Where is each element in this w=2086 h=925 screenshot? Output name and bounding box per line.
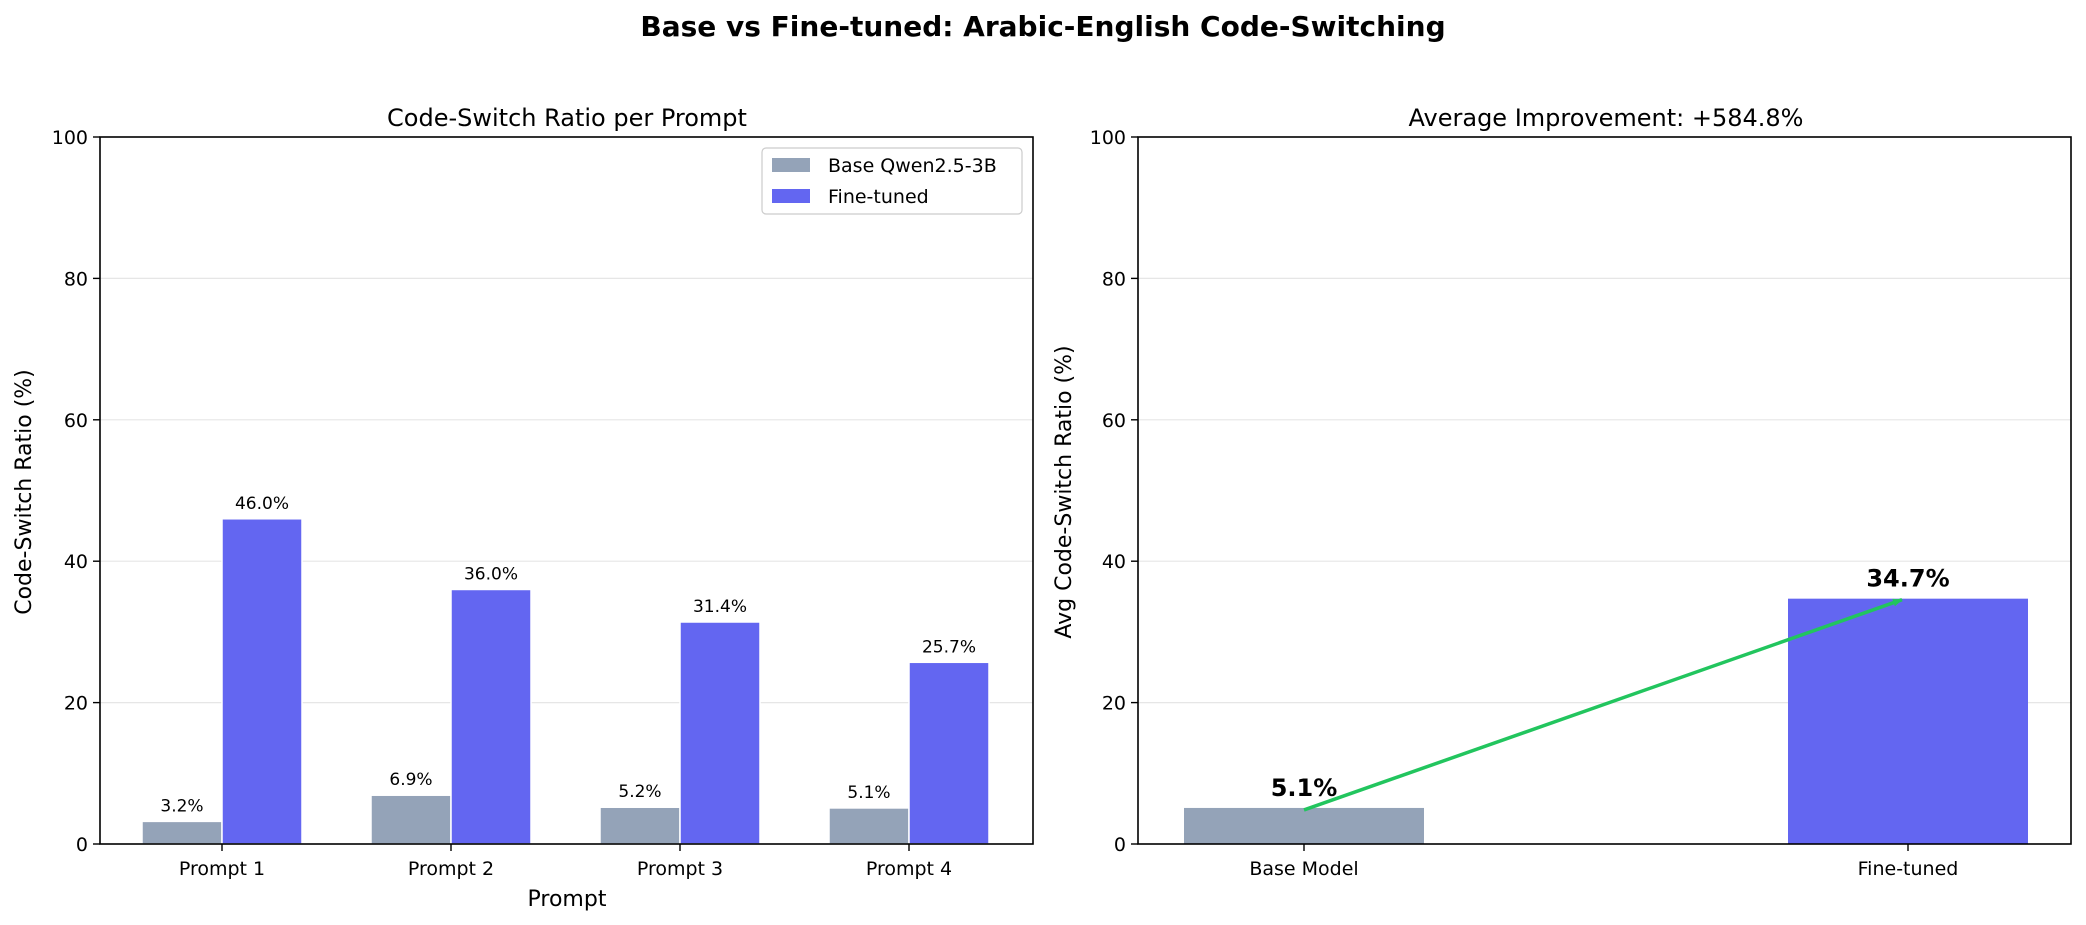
base-bar bbox=[141, 820, 223, 845]
base-bar-value-label: 5.1% bbox=[847, 783, 890, 803]
per-prompt-x-tick-label: Prompt 2 bbox=[408, 858, 494, 880]
average-y-tick-label: 20 bbox=[1102, 693, 1126, 715]
fine-tuned-average-bar bbox=[1788, 598, 2028, 844]
fine-tuned-bar-value-label: 31.4% bbox=[693, 597, 747, 617]
per-prompt-chart-title: Code-Switch Ratio per Prompt bbox=[387, 104, 747, 132]
figure-title: Base vs Fine-tuned: Arabic-English Code-… bbox=[640, 10, 1445, 43]
average-y-tick-label: 40 bbox=[1102, 551, 1126, 573]
average-y-tick-label: 80 bbox=[1102, 268, 1126, 290]
per-prompt-x-tick-label: Prompt 4 bbox=[866, 858, 952, 880]
average-x-tick-label: Base Model bbox=[1249, 858, 1358, 880]
per-prompt-x-tick-label: Prompt 3 bbox=[637, 858, 723, 880]
per-prompt-x-axis-label: Prompt bbox=[528, 887, 607, 912]
legend-swatch bbox=[772, 158, 810, 172]
per-prompt-y-axis-label: Code-Switch Ratio (%) bbox=[12, 369, 37, 615]
fine-tuned-bar bbox=[679, 621, 761, 845]
base-bar-value-label: 3.2% bbox=[160, 796, 203, 816]
fine-tuned-bar bbox=[221, 518, 303, 845]
per-prompt-y-tick-label: 0 bbox=[76, 834, 88, 856]
legend-label: Base Qwen2.5-3B bbox=[828, 155, 997, 177]
legend-swatch bbox=[772, 189, 810, 203]
average-y-axis-label: Avg Code-Switch Ratio (%) bbox=[1052, 345, 1077, 638]
per-prompt-x-tick-label: Prompt 1 bbox=[179, 858, 265, 880]
fine-tuned-bar bbox=[908, 661, 990, 845]
base-bar bbox=[370, 794, 452, 845]
per-prompt-y-tick-label: 60 bbox=[64, 410, 88, 432]
legend-label: Fine-tuned bbox=[828, 186, 929, 208]
base-bar bbox=[599, 806, 681, 845]
improvement-arrow bbox=[1303, 598, 1903, 812]
base-model-average-bar bbox=[1184, 807, 1424, 844]
base-model-average-value-label: 5.1% bbox=[1271, 774, 1338, 802]
average-y-tick-label: 100 bbox=[1090, 127, 1126, 149]
per-prompt-chart: Code-Switch Ratio per Prompt Prompt Code… bbox=[12, 104, 1034, 912]
fine-tuned-average-value-label: 34.7% bbox=[1866, 565, 1949, 593]
average-y-tick-label: 60 bbox=[1102, 410, 1126, 432]
per-prompt-y-tick-label: 80 bbox=[64, 268, 88, 290]
fine-tuned-bar-value-label: 36.0% bbox=[464, 564, 518, 584]
base-bar bbox=[828, 807, 910, 845]
average-y-tick-label: 0 bbox=[1114, 834, 1126, 856]
average-chart-title: Average Improvement: +584.8% bbox=[1409, 104, 1804, 132]
fine-tuned-bar-value-label: 25.7% bbox=[922, 637, 976, 657]
average-chart: Average Improvement: +584.8% Avg Code-Sw… bbox=[1052, 104, 2072, 880]
legend: Base Qwen2.5-3B Fine-tuned bbox=[761, 147, 1023, 215]
per-prompt-y-tick-label: 40 bbox=[64, 551, 88, 573]
per-prompt-axes-frame bbox=[99, 136, 1034, 845]
per-prompt-y-tick-label: 100 bbox=[52, 127, 88, 149]
legend-box bbox=[761, 147, 1023, 215]
average-axes-frame bbox=[1137, 136, 2072, 845]
per-prompt-y-tick-label: 20 bbox=[64, 693, 88, 715]
base-bar-value-label: 6.9% bbox=[389, 770, 432, 790]
fine-tuned-bar-value-label: 46.0% bbox=[235, 494, 289, 514]
average-x-tick-label: Fine-tuned bbox=[1858, 858, 1959, 880]
fine-tuned-bar bbox=[450, 588, 532, 845]
base-bar-value-label: 5.2% bbox=[618, 782, 661, 802]
